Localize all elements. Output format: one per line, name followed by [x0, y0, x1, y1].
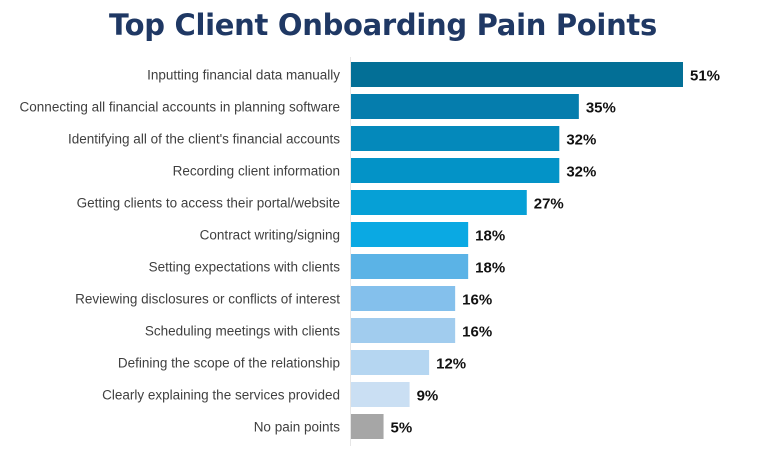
data-label: 5% — [391, 420, 413, 437]
bar — [351, 158, 560, 183]
bar — [351, 350, 430, 375]
category-label: Inputting financial data manually — [147, 68, 340, 83]
category-label: Defining the scope of the relationship — [118, 356, 340, 371]
category-label: Connecting all financial accounts in pla… — [20, 100, 340, 115]
data-label: 16% — [462, 324, 492, 341]
bar — [351, 254, 469, 279]
bar — [351, 382, 410, 407]
bar — [351, 222, 469, 247]
data-label: 35% — [586, 100, 616, 117]
category-label: No pain points — [254, 420, 341, 435]
bar — [351, 94, 579, 119]
bar — [351, 286, 456, 311]
data-label: 16% — [462, 292, 492, 309]
category-label: Recording client information — [173, 164, 340, 179]
category-label: Scheduling meetings with clients — [145, 324, 340, 339]
category-label: Identifying all of the client's financia… — [68, 132, 340, 147]
category-label: Clearly explaining the services provided — [102, 388, 340, 403]
chart-title: Top Client Onboarding Pain Points — [109, 8, 657, 42]
data-label: 27% — [534, 196, 564, 213]
data-label: 32% — [566, 164, 596, 181]
category-label: Setting expectations with clients — [149, 260, 341, 275]
data-label: 9% — [417, 388, 439, 405]
data-label: 18% — [475, 228, 505, 245]
data-label: 32% — [566, 132, 596, 149]
bar — [351, 126, 560, 151]
category-label: Contract writing/signing — [200, 228, 340, 243]
data-label: 18% — [475, 260, 505, 277]
category-label: Getting clients to access their portal/w… — [77, 196, 340, 211]
bar — [351, 62, 683, 87]
bar — [351, 190, 527, 215]
category-label: Reviewing disclosures or conflicts of in… — [75, 292, 340, 307]
bar — [351, 414, 384, 439]
data-label: 51% — [690, 68, 720, 85]
data-label: 12% — [436, 356, 466, 373]
bar — [351, 318, 456, 343]
